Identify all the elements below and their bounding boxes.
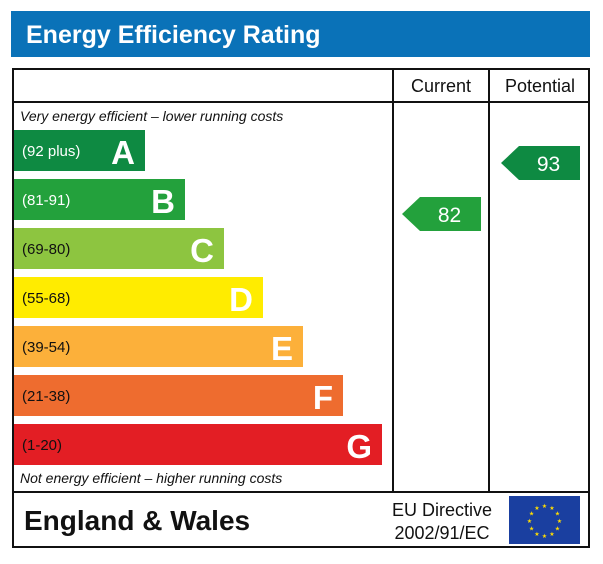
potential-rating-arrow: 93 xyxy=(501,146,580,180)
band-bar xyxy=(14,179,185,220)
table-frame xyxy=(12,68,590,548)
potential-rating-value: 93 xyxy=(537,153,560,176)
band-letter: E xyxy=(271,330,293,367)
eu-star: ★ xyxy=(555,511,560,518)
directive-line2: 2002/91/EC xyxy=(394,523,489,543)
band-letter: F xyxy=(313,379,333,416)
eu-star: ★ xyxy=(527,518,532,525)
directive-line1: EU Directive xyxy=(392,500,492,520)
band-range: (81-91) xyxy=(22,192,70,209)
band-range: (92 plus) xyxy=(22,143,80,160)
eu-flag-icon: ★ ★★★★★★★★★★★ xyxy=(509,496,580,544)
band-range: (1-20) xyxy=(22,437,62,454)
band-a: (92 plus) A xyxy=(14,130,145,171)
current-column-header: Current xyxy=(411,76,471,96)
band-bar xyxy=(14,424,382,465)
potential-arrow-shape xyxy=(501,146,580,180)
eu-star: ★ xyxy=(555,526,560,533)
band-range: (21-38) xyxy=(22,388,70,405)
band-b: (81-91) B xyxy=(14,179,185,220)
band-e: (39-54) E xyxy=(14,326,303,367)
band-letter: G xyxy=(346,428,372,465)
eu-star: ★ xyxy=(529,511,534,518)
band-c: (69-80) C xyxy=(14,228,224,269)
band-letter: A xyxy=(111,134,135,171)
eu-star: ★ xyxy=(549,505,554,512)
eu-star: ★ xyxy=(529,526,534,533)
band-letter: B xyxy=(151,183,175,220)
band-bar xyxy=(14,130,145,171)
eu-star: ★ xyxy=(549,531,554,538)
eu-star: ★ xyxy=(542,533,547,540)
band-g: (1-20) G xyxy=(14,424,382,465)
band-f: (21-38) F xyxy=(14,375,343,416)
band-bar xyxy=(14,277,263,318)
eu-star: ★ xyxy=(542,503,547,510)
band-letter: C xyxy=(190,232,214,269)
band-range: (69-80) xyxy=(22,241,70,258)
band-letter: D xyxy=(229,281,253,318)
eu-star: ★ xyxy=(534,531,539,538)
current-rating-value: 82 xyxy=(438,204,461,227)
band-bar xyxy=(14,375,343,416)
potential-column-header: Potential xyxy=(505,76,575,96)
band-bar xyxy=(14,228,224,269)
chart-title: Energy Efficiency Rating xyxy=(26,21,321,49)
current-rating-arrow: 82 xyxy=(402,197,481,231)
eu-star: ★ xyxy=(557,518,562,525)
band-range: (39-54) xyxy=(22,339,70,356)
current-arrow-shape xyxy=(402,197,481,231)
region-label: England & Wales xyxy=(24,505,250,536)
band-d: (55-68) D xyxy=(14,277,263,318)
eu-star: ★ xyxy=(534,505,539,512)
top-note: Very energy efficient – lower running co… xyxy=(20,108,283,124)
bottom-note: Not energy efficient – higher running co… xyxy=(20,470,282,486)
band-bar xyxy=(14,326,303,367)
title-bar xyxy=(11,11,590,57)
band-range: (55-68) xyxy=(22,290,70,307)
